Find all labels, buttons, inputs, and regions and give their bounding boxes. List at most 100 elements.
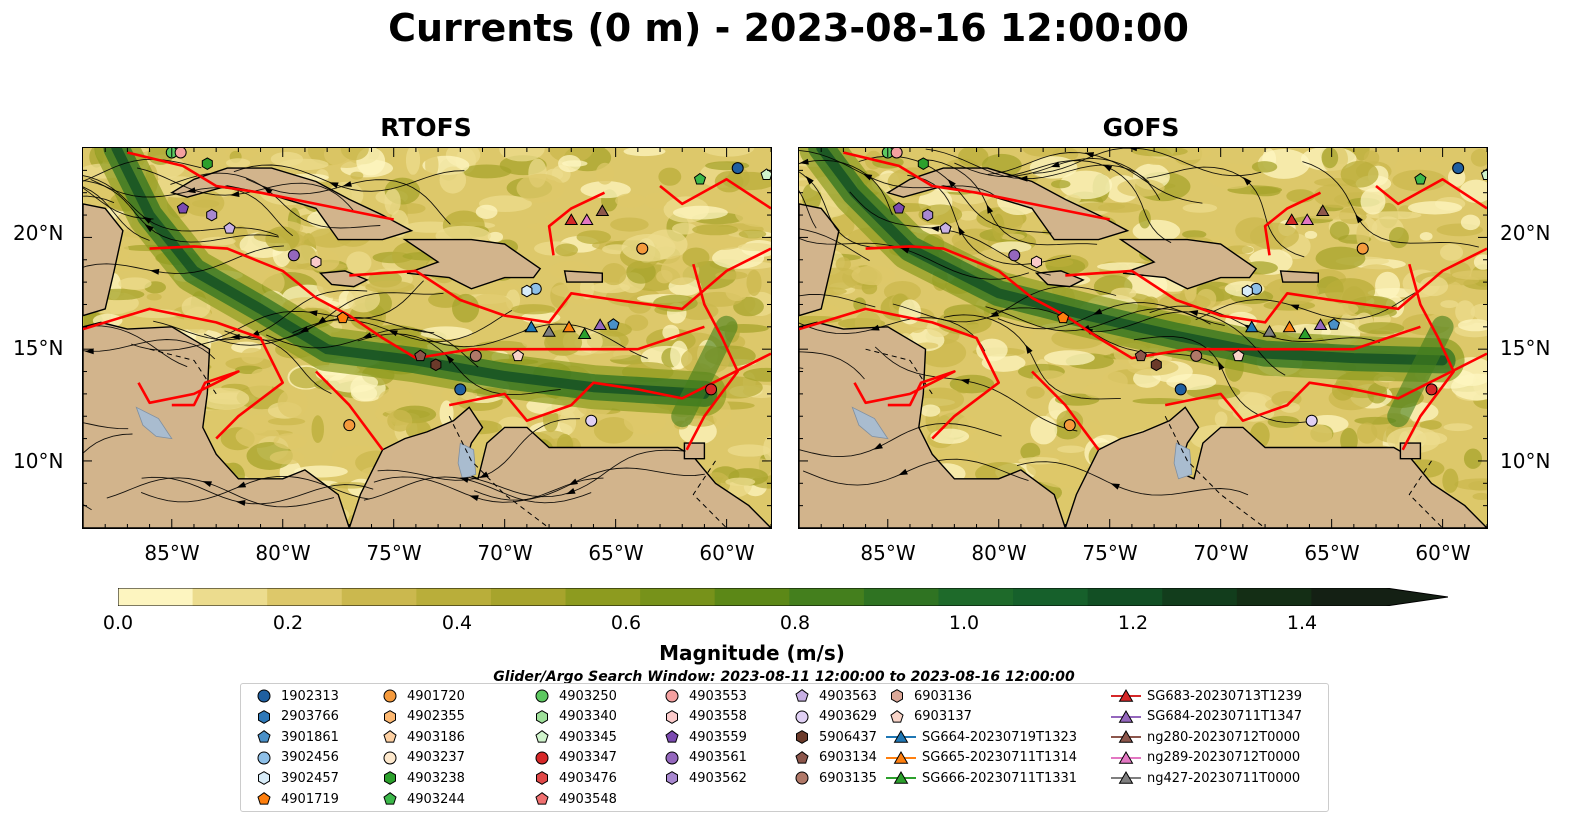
float-marker-3902457 xyxy=(1241,284,1253,298)
float-marker-4903558 xyxy=(1031,255,1042,269)
legend-item: 6903137 xyxy=(886,707,972,727)
legend-label: SG684-20230711T1347 xyxy=(1147,709,1303,725)
legend-marker-shape xyxy=(535,792,549,805)
float-marker-6903137 xyxy=(511,349,525,362)
colorbar-tick: 1.0 xyxy=(948,612,980,634)
float-marker-SG666-20230711T1331 xyxy=(1298,327,1312,339)
float-marker-4903244 xyxy=(1414,172,1427,185)
lat-label-20n-left: 20°N xyxy=(13,221,64,245)
legend-item: 4903345 xyxy=(531,727,617,747)
colorbar-tick: 1.4 xyxy=(1286,612,1318,634)
float-marker-4903561 xyxy=(287,249,300,262)
legend-marker-shape xyxy=(795,710,809,724)
legend-marker-icon xyxy=(1111,750,1141,764)
legend-item: 1902313 xyxy=(253,686,339,706)
legend-marker-shape xyxy=(795,750,809,764)
legend-label: 2903766 xyxy=(281,709,339,725)
legend-marker-icon xyxy=(665,751,679,765)
legend-item: 4903186 xyxy=(379,727,465,747)
float-marker-3901861 xyxy=(607,318,620,330)
map-gofs[interactable] xyxy=(798,147,1488,529)
legend-label: ng289-20230712T0000 xyxy=(1147,750,1301,766)
legend-item: SG666-20230711T1331 xyxy=(886,768,1077,788)
legend-label: ng280-20230712T0000 xyxy=(1147,729,1301,745)
legend-marker-shape xyxy=(1118,750,1134,764)
legend-label: 4903629 xyxy=(819,709,877,725)
map-rtofs[interactable] xyxy=(82,147,772,529)
legend-item: SG665-20230711T1314 xyxy=(886,748,1077,768)
legend-marker-icon xyxy=(384,709,396,724)
float-marker-SG665-20230711T1314 xyxy=(562,320,576,333)
legend-label: 4903561 xyxy=(689,750,747,766)
legend-marker-shape xyxy=(665,751,679,765)
legend-label: 3901861 xyxy=(281,729,339,745)
float-marker-ng289-20230712T0000 xyxy=(579,213,594,225)
float-marker-1902313 xyxy=(454,383,467,396)
legend-marker-icon xyxy=(1111,730,1141,743)
legend-marker-shape xyxy=(893,771,909,785)
float-marker-6903134 xyxy=(1134,349,1147,362)
lon-label-70w-gofs: 70°W xyxy=(1193,541,1249,565)
legend-item: 3902456 xyxy=(253,748,339,768)
legend-marker-shape xyxy=(535,689,549,703)
float-marker-1902313 xyxy=(1452,162,1465,175)
float-marker-5906437 xyxy=(1150,358,1162,372)
colorbar-tick: 0.4 xyxy=(441,612,473,634)
float-marker-4903629 xyxy=(1305,414,1318,427)
float-marker-4903562 xyxy=(922,208,934,222)
colorbar xyxy=(118,588,1448,606)
legend-marker-icon xyxy=(536,709,548,724)
float-marker-4903244 xyxy=(693,172,707,185)
lat-label-15n-right: 15°N xyxy=(1500,336,1551,360)
legend-item: 6903136 xyxy=(886,686,972,706)
legend-item: 4903553 xyxy=(661,686,747,706)
float-marker-3901861 xyxy=(1327,318,1340,330)
legend-item: 6903135 xyxy=(791,768,877,788)
panel-title-rtofs: RTOFS xyxy=(380,113,472,142)
legend-label: 4903559 xyxy=(689,729,747,745)
float-marker-4903238 xyxy=(201,157,213,170)
legend-label: 4903347 xyxy=(559,750,617,766)
float-marker-4903345 xyxy=(1480,168,1487,180)
lat-label-20n-right: 20°N xyxy=(1500,221,1551,245)
float-marker-4903345 xyxy=(760,168,771,180)
legend-item: ng427-20230711T0000 xyxy=(1111,768,1300,788)
legend-label: 4901720 xyxy=(407,688,465,704)
legend-item: SG683-20230713T1239 xyxy=(1111,686,1302,706)
legend-marker-icon xyxy=(1111,709,1141,723)
legend-item: 4901719 xyxy=(253,789,339,809)
legend-marker-shape xyxy=(666,771,678,786)
colorbar-tick: 0.2 xyxy=(272,612,304,634)
float-marker-4901720 xyxy=(1356,242,1369,255)
legend-label: 1902313 xyxy=(281,688,339,704)
legend-marker-shape xyxy=(795,771,809,785)
lat-label-10n-right: 10°N xyxy=(1500,449,1551,473)
lat-label-15n-left: 15°N xyxy=(13,336,64,360)
legend-item: 4903250 xyxy=(531,686,617,706)
legend-label: 4903340 xyxy=(559,709,617,725)
float-marker-ng280-20230712T0000 xyxy=(1315,204,1330,216)
legend-marker-shape xyxy=(258,709,270,724)
legend-label: SG666-20230711T1331 xyxy=(922,770,1078,786)
legend-marker-shape xyxy=(383,792,397,805)
lon-label-70w-rtofs: 70°W xyxy=(477,541,533,565)
float-marker-4901719 xyxy=(1057,311,1070,324)
legend-marker-shape xyxy=(257,751,271,765)
float-marker-4903347 xyxy=(1425,383,1438,396)
legend-marker-shape xyxy=(666,709,678,724)
float-marker-4903561 xyxy=(1008,249,1021,262)
float-marker-1902313 xyxy=(1174,383,1187,396)
legend-marker-icon xyxy=(535,751,549,765)
float-marker-ng280-20230712T0000 xyxy=(595,204,610,216)
legend-marker-icon xyxy=(795,750,809,764)
panel-title-gofs: GOFS xyxy=(1102,113,1180,142)
colorbar-tick: 0.6 xyxy=(610,612,642,634)
lon-label-80w-gofs: 80°W xyxy=(971,541,1027,565)
legend-marker-icon xyxy=(666,771,678,786)
legend-item: 3902457 xyxy=(253,768,339,788)
legend-item: 4903237 xyxy=(379,748,465,768)
legend-marker-icon xyxy=(258,771,270,786)
legend-item: 4903559 xyxy=(661,727,747,747)
lon-label-60w-rtofs: 60°W xyxy=(699,541,755,565)
legend-marker-icon xyxy=(795,771,809,785)
